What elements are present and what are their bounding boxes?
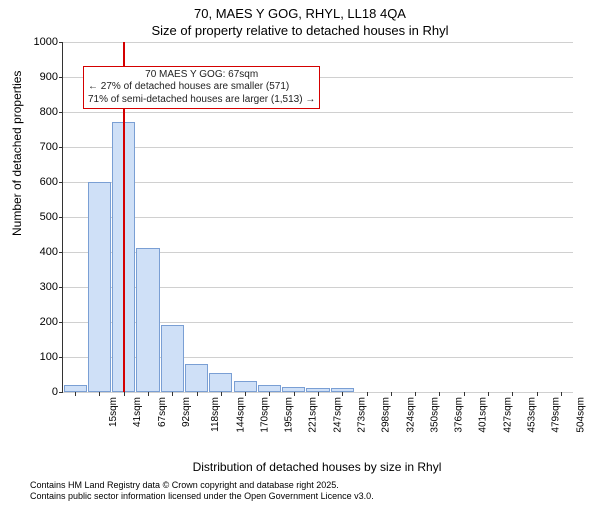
x-tick [75,392,76,396]
x-tick [512,392,513,396]
gridline [63,147,573,148]
x-tick [172,392,173,396]
plot-container: 0100200300400500600700800900100015sqm41s… [62,42,572,422]
chart-title-line1: 70, MAES Y GOG, RHYL, LL18 4QA [0,6,600,23]
y-tick-label: 200 [18,316,58,328]
y-tick-label: 1000 [18,36,58,48]
gridline [63,217,573,218]
x-tick-label: 67sqm [157,397,168,427]
x-tick [367,392,368,396]
x-tick-label: 273sqm [357,397,368,433]
y-tick [59,182,63,183]
x-tick [439,392,440,396]
y-tick [59,322,63,323]
y-tick-label: 600 [18,176,58,188]
histogram-bar [258,385,281,392]
x-tick-label: 92sqm [181,397,192,427]
annotation-line3: 71% of semi-detached houses are larger (… [88,94,315,107]
y-tick [59,112,63,113]
y-tick-label: 900 [18,71,58,83]
x-tick-label: 376sqm [454,397,465,433]
y-tick-label: 500 [18,211,58,223]
histogram-bar [209,373,232,392]
x-tick [342,392,343,396]
x-tick [391,392,392,396]
histogram-bar [136,248,159,392]
plot-area: 0100200300400500600700800900100015sqm41s… [62,42,573,393]
x-tick-label: 350sqm [429,397,440,433]
annotation-line2: ← 27% of detached houses are smaller (57… [88,81,315,94]
gridline [63,42,573,43]
x-tick [488,392,489,396]
y-tick [59,252,63,253]
x-tick [318,392,319,396]
x-tick-label: 504sqm [575,397,586,433]
y-tick [59,392,63,393]
x-tick-label: 195sqm [284,397,295,433]
x-tick-label: 479sqm [551,397,562,433]
chart-title-line2: Size of property relative to detached ho… [0,23,600,38]
x-tick-label: 118sqm [210,397,221,432]
x-tick-label: 144sqm [235,397,246,433]
x-tick [99,392,100,396]
x-tick [148,392,149,396]
x-tick [294,392,295,396]
y-tick [59,287,63,288]
x-tick [245,392,246,396]
footer-line1: Contains HM Land Registry data © Crown c… [30,480,374,491]
y-tick [59,217,63,218]
y-tick-label: 700 [18,141,58,153]
footer-attribution: Contains HM Land Registry data © Crown c… [30,480,374,503]
histogram-bar [64,385,87,392]
x-tick-label: 427sqm [502,397,513,433]
y-tick-label: 800 [18,106,58,118]
histogram-bar [161,325,184,392]
x-tick-label: 401sqm [478,397,489,433]
x-tick [269,392,270,396]
x-tick [561,392,562,396]
x-tick-label: 298sqm [381,397,392,433]
y-tick-label: 400 [18,246,58,258]
x-tick [124,392,125,396]
x-tick [464,392,465,396]
x-tick [221,392,222,396]
x-tick-label: 247sqm [332,397,343,433]
histogram-bar [185,364,208,392]
gridline [63,112,573,113]
y-tick [59,42,63,43]
footer-line2: Contains public sector information licen… [30,491,374,502]
x-tick-label: 453sqm [527,397,538,433]
histogram-bar [88,182,111,392]
x-tick-label: 170sqm [259,397,270,433]
x-tick-label: 41sqm [132,397,143,427]
x-tick [197,392,198,396]
x-tick [537,392,538,396]
y-tick-label: 100 [18,351,58,363]
y-tick [59,147,63,148]
y-tick [59,77,63,78]
x-tick [415,392,416,396]
annotation-line1: 70 MAES Y GOG: 67sqm [88,69,315,82]
x-axis-label: Distribution of detached houses by size … [62,460,572,474]
x-tick-label: 221sqm [308,397,319,433]
x-tick-label: 324sqm [405,397,416,433]
y-tick-label: 0 [18,386,58,398]
histogram-bar [234,381,257,392]
x-tick-label: 15sqm [108,397,119,427]
annotation-box: 70 MAES Y GOG: 67sqm← 27% of detached ho… [83,66,320,110]
y-tick-label: 300 [18,281,58,293]
y-tick [59,357,63,358]
gridline [63,182,573,183]
